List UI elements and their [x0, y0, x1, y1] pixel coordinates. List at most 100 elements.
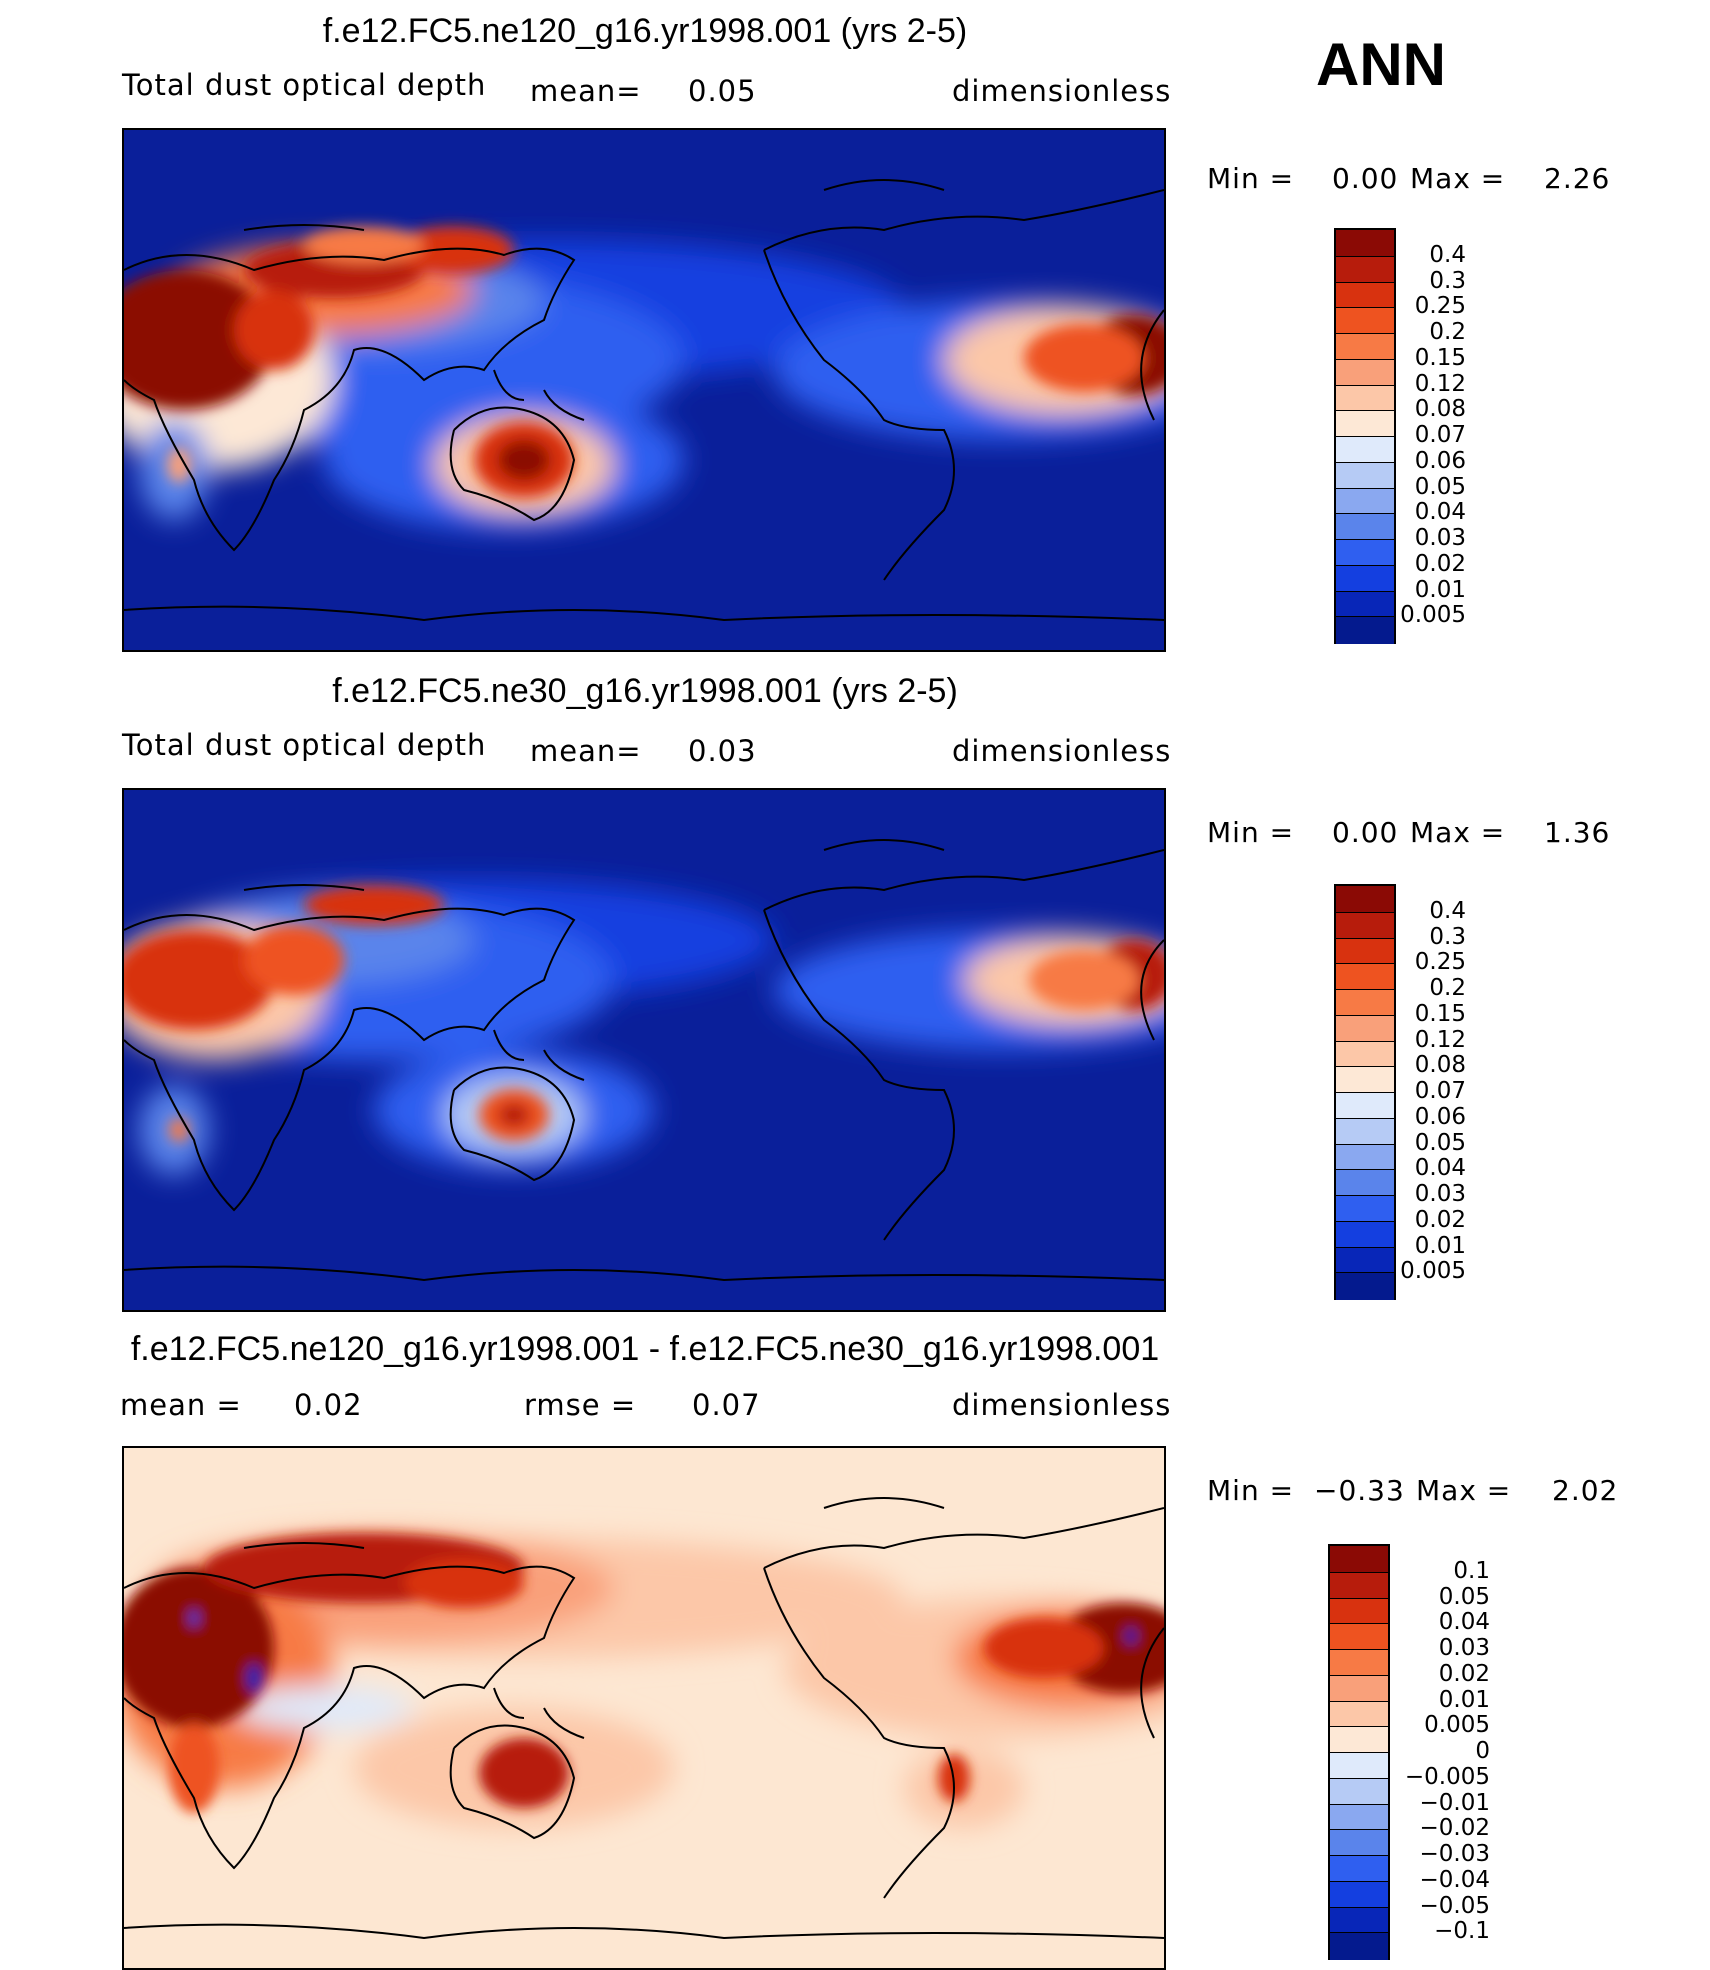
panel3-map: [122, 1446, 1166, 1970]
colorbar-label: 0.12: [1414, 1026, 1466, 1053]
colorbar-label: 0.1: [1453, 1557, 1490, 1584]
panel2-max-value: 1.36: [1544, 816, 1611, 849]
panel1-map: [122, 128, 1166, 652]
colorbar-label: 0.03: [1438, 1635, 1490, 1661]
panel3-units: dimensionless: [952, 1388, 1172, 1422]
panel3-mean-label: mean =: [120, 1388, 242, 1422]
colorbar-cell: [1336, 1143, 1394, 1171]
panel3-max-label: Max =: [1416, 1474, 1512, 1507]
panel2-colorbar: [1334, 884, 1396, 1300]
colorbar-cell: [1336, 1092, 1394, 1120]
colorbar-cell: [1330, 1880, 1388, 1908]
colorbar-label: 0.07: [1414, 1078, 1466, 1104]
colorbar-cell: [1330, 1649, 1388, 1677]
colorbar-cell: [1336, 1117, 1394, 1145]
colorbar-label: 0.3: [1429, 267, 1466, 294]
colorbar-cell: [1330, 1597, 1388, 1625]
panel3-min-label: Min =: [1207, 1474, 1295, 1507]
colorbar-label: 0.04: [1414, 1155, 1466, 1182]
colorbar-cell: [1336, 1066, 1394, 1094]
colorbar-cell: [1330, 1726, 1388, 1754]
colorbar-cell: [1330, 1700, 1388, 1728]
colorbar-label: 0.005: [1400, 602, 1466, 629]
colorbar-label: 0.15: [1414, 1000, 1466, 1027]
colorbar-label: 0.01: [1414, 576, 1466, 603]
panel1-mean-value: 0.05: [688, 74, 757, 108]
colorbar-cell: [1330, 1777, 1388, 1805]
panel2-map: [122, 788, 1166, 1312]
colorbar-cell: [1330, 1674, 1388, 1702]
colorbar-cell: [1336, 564, 1394, 592]
colorbar-cell: [1336, 539, 1394, 567]
panel1-max-label: Max =: [1410, 162, 1506, 195]
panel2-min-value: 0.00: [1332, 816, 1399, 849]
colorbar-label: 0.2: [1429, 319, 1466, 345]
panel3-mean-value: 0.02: [294, 1388, 363, 1422]
panel2-min-label: Min =: [1207, 816, 1295, 849]
panel3-colorbar: [1328, 1544, 1390, 1960]
colorbar-label: 0.005: [1424, 1712, 1490, 1739]
panel3-map-graphic: [124, 1497, 1164, 1940]
colorbar-cell: [1336, 886, 1394, 913]
colorbar-label: 0.04: [1438, 1609, 1490, 1636]
colorbar-label: 0.02: [1438, 1660, 1490, 1687]
colorbar-label: 0.05: [1438, 1583, 1490, 1610]
colorbar-cell: [1336, 513, 1394, 541]
colorbar-cell: [1336, 590, 1394, 618]
colorbar-label: −0.03: [1419, 1841, 1490, 1867]
colorbar-cell: [1330, 1932, 1388, 1960]
colorbar-cell: [1330, 1906, 1388, 1934]
panel2-variable: Total dust optical depth: [122, 728, 487, 762]
colorbar-label: 0.15: [1414, 344, 1466, 371]
colorbar-cell: [1330, 1546, 1388, 1573]
colorbar-label: −0.02: [1419, 1815, 1490, 1842]
colorbar-label: 0.05: [1414, 1129, 1466, 1156]
colorbar-label: −0.04: [1419, 1866, 1490, 1893]
colorbar-cell: [1330, 1855, 1388, 1883]
colorbar-cell: [1336, 255, 1394, 283]
panel2-mean-value: 0.03: [688, 734, 757, 768]
colorbar-cell: [1330, 1803, 1388, 1831]
colorbar-label: −0.005: [1404, 1763, 1490, 1790]
colorbar-label: 0.04: [1414, 499, 1466, 526]
season-label: ANN: [1316, 31, 1446, 98]
colorbar-label: 0: [1475, 1738, 1490, 1764]
colorbar-label: 0.12: [1414, 370, 1466, 397]
colorbar-cell: [1336, 281, 1394, 309]
colorbar-label: 0.03: [1414, 1181, 1466, 1207]
colorbar-cell: [1336, 1014, 1394, 1042]
panel2-max-label: Max =: [1410, 816, 1506, 849]
colorbar-cell: [1336, 410, 1394, 438]
colorbar-cell: [1336, 1195, 1394, 1223]
colorbar-cell: [1336, 461, 1394, 489]
colorbar-label: 0.2: [1429, 975, 1466, 1001]
panel1-min-label: Min =: [1207, 162, 1295, 195]
colorbar-cell: [1336, 1169, 1394, 1197]
colorbar-cell: [1330, 1623, 1388, 1651]
panel3-max-value: 2.02: [1552, 1474, 1619, 1507]
colorbar-label: 0.03: [1414, 525, 1466, 551]
panel3-rmse-value: 0.07: [692, 1388, 761, 1422]
panel3-rmse-label: rmse =: [524, 1388, 637, 1422]
colorbar-label: 0.005: [1400, 1258, 1466, 1285]
colorbar-label: 0.02: [1414, 1206, 1466, 1233]
colorbar-label: −0.05: [1419, 1892, 1490, 1919]
colorbar-label: 0.02: [1414, 550, 1466, 577]
panel2-map-graphic: [124, 839, 1164, 1282]
colorbar-cell: [1336, 911, 1394, 939]
colorbar-label: 0.25: [1414, 949, 1466, 976]
colorbar-cell: [1330, 1571, 1388, 1599]
colorbar-cell: [1336, 963, 1394, 991]
panel1-variable: Total dust optical depth: [122, 68, 487, 102]
colorbar-cell: [1336, 937, 1394, 965]
colorbar-cell: [1336, 1220, 1394, 1248]
colorbar-label: −0.01: [1419, 1789, 1490, 1816]
colorbar-cell: [1336, 307, 1394, 335]
panel2-units: dimensionless: [952, 734, 1172, 768]
colorbar-cell: [1330, 1752, 1388, 1780]
panel2-title: f.e12.FC5.ne30_g16.yr1998.001 (yrs 2-5): [332, 672, 958, 710]
colorbar-label: 0.25: [1414, 293, 1466, 320]
panel1-colorbar: [1334, 228, 1396, 644]
colorbar-label: 0.01: [1414, 1232, 1466, 1259]
colorbar-cell: [1336, 358, 1394, 386]
